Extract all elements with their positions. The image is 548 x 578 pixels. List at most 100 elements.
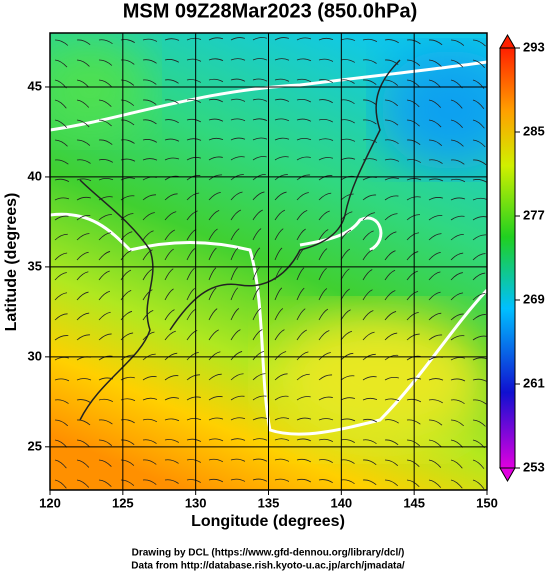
streamline — [428, 159, 443, 164]
streamline — [98, 290, 111, 301]
streamline — [142, 79, 157, 85]
streamline — [362, 439, 377, 445]
streamline — [384, 354, 399, 361]
streamline — [296, 137, 312, 141]
streamline — [98, 333, 112, 341]
streamline — [340, 479, 355, 484]
streamline — [428, 419, 443, 426]
plot-frame — [49, 32, 488, 491]
streamline — [340, 459, 355, 464]
streamline — [54, 99, 67, 109]
streamline — [472, 479, 485, 489]
streamline — [208, 351, 221, 361]
streamline — [208, 458, 224, 463]
streamline — [252, 191, 265, 201]
footer: Data from http://database.rish.kyoto-u.a… — [131, 561, 405, 572]
streamline — [98, 251, 111, 261]
streamline — [406, 479, 420, 488]
contour — [50, 60, 487, 132]
streamline — [340, 99, 355, 105]
footer: Drawing by DCL (https://www.gfd-dennou.o… — [132, 548, 405, 559]
streamline — [340, 38, 356, 41]
streamline — [54, 59, 68, 68]
streamline — [472, 99, 485, 110]
streamline — [164, 248, 174, 261]
streamline — [164, 397, 180, 401]
streamline — [54, 233, 68, 241]
streamline — [428, 479, 442, 488]
streamline — [120, 439, 135, 445]
streamline — [120, 479, 135, 486]
streamline — [76, 39, 91, 46]
streamline — [120, 213, 134, 221]
chart-title: MSM 09Z28Mar2023 (850.0hPa) — [123, 0, 418, 22]
streamline — [164, 459, 179, 464]
streamline — [54, 119, 68, 128]
streamline — [318, 138, 334, 141]
streamline — [472, 179, 487, 183]
streamline — [296, 58, 312, 62]
streamline — [428, 197, 443, 201]
streamline — [406, 214, 420, 221]
streamline — [120, 310, 133, 321]
streamline — [98, 39, 113, 45]
streamline — [318, 352, 331, 361]
streamline — [252, 307, 261, 321]
streamline — [274, 438, 290, 441]
x-tick-label: 140 — [330, 495, 352, 510]
streamline — [274, 174, 288, 181]
streamline — [472, 314, 486, 321]
streamline — [208, 417, 224, 421]
streamline — [406, 439, 420, 447]
streamline — [98, 177, 114, 181]
streamline — [54, 39, 69, 46]
streamline — [208, 438, 224, 442]
streamline — [384, 99, 399, 107]
x-tick-label: 120 — [39, 495, 61, 510]
streamline — [142, 99, 157, 105]
streamline — [362, 310, 374, 321]
streamline — [450, 399, 465, 404]
streamline — [362, 459, 377, 465]
colorbar-tick-label: 269 — [523, 291, 545, 306]
streamline — [340, 375, 355, 381]
streamline — [362, 79, 377, 85]
streamline — [296, 478, 312, 483]
streamline — [318, 99, 333, 104]
colorbar-extend — [499, 33, 516, 49]
streamline — [472, 459, 485, 469]
streamline — [164, 59, 180, 63]
x-tick-label: 135 — [258, 495, 280, 510]
streamline — [142, 268, 153, 281]
streamline — [318, 374, 333, 381]
streamline — [54, 252, 68, 261]
streamline — [186, 99, 201, 103]
streamline — [142, 119, 157, 125]
y-tick-label: 40 — [28, 168, 42, 183]
streamline — [472, 335, 487, 341]
streamline — [274, 329, 285, 341]
streamline — [274, 478, 290, 482]
streamline — [472, 234, 487, 241]
streamline — [120, 158, 136, 162]
streamline — [362, 230, 374, 241]
colorbar-tick-label: 293 — [523, 39, 545, 54]
streamline — [472, 399, 487, 405]
streamline — [98, 159, 113, 163]
streamline — [252, 478, 268, 482]
streamline — [318, 308, 329, 321]
streamline — [98, 139, 113, 145]
streamline — [142, 59, 157, 64]
streamline — [98, 119, 112, 127]
streamline — [274, 118, 290, 122]
streamline — [406, 99, 420, 108]
streamline — [164, 418, 180, 422]
streamline — [274, 209, 286, 221]
streamline — [76, 214, 91, 221]
field — [50, 33, 487, 490]
streamline — [428, 39, 443, 46]
streamline — [318, 288, 328, 301]
streamline — [252, 98, 268, 102]
streamline — [296, 438, 312, 442]
